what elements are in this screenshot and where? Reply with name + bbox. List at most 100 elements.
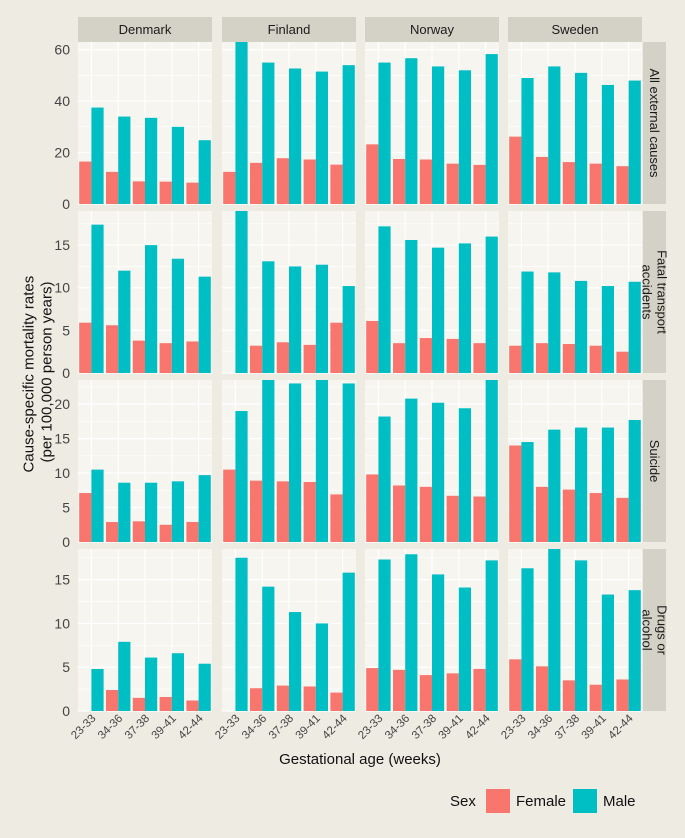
panel-bars [91,641,211,711]
bar-male-42-44 [485,54,498,204]
panel-bars [79,224,211,373]
bar-female-37-38 [419,486,432,542]
row-strip-label-line: alcohol [640,609,655,650]
x-tick-label: 42-44 [176,712,206,742]
bar-male-42-44 [198,140,211,204]
panel-bars [366,380,498,542]
bar-male-34-36 [118,641,131,711]
bar-female-42-44 [186,522,199,542]
bar-male-37-38 [289,266,302,373]
bar-male-42-44 [342,383,355,542]
bar-female-23-33 [509,345,522,373]
bar-female-37-38 [276,158,289,204]
bar-female-37-38 [276,481,289,542]
panel-bars [509,271,641,373]
bar-male-42-44 [485,560,498,711]
bar-female-39-41 [303,482,316,542]
y-tick-label: 0 [62,703,70,719]
x-tick-label: 23-33 [213,713,242,742]
panel-bars [79,107,211,204]
y-axis-title-line-1: Cause-specific mortality rates [21,276,38,473]
column-strip-label-norway: Norway [410,22,455,37]
panel-sweden-suicide [508,380,642,543]
bar-male-37-38 [289,68,302,204]
x-tick-label: 23-33 [499,713,528,742]
panel-bars [366,54,498,204]
bar-female-23-33 [366,144,379,204]
bar-male-37-38 [575,72,588,204]
bar-male-23-33 [91,469,104,542]
panel-bars [235,557,355,711]
bar-female-37-38 [276,685,289,711]
bar-female-39-41 [589,493,602,542]
y-tick-label: 10 [54,280,70,296]
bar-male-23-33 [378,62,391,204]
bar-male-39-41 [601,427,614,542]
bar-male-42-44 [342,572,355,711]
panel-denmark-drugs-or-alcohol [78,549,212,712]
bar-female-39-41 [589,345,602,373]
bar-male-23-33 [521,442,534,542]
bar-female-23-33 [366,320,379,373]
bar-female-42-44 [186,700,199,711]
bar-male-42-44 [198,663,211,711]
bar-male-42-44 [198,475,211,542]
bar-male-42-44 [198,276,211,373]
bar-male-23-33 [235,557,248,711]
bar-male-39-41 [601,594,614,711]
bar-female-42-44 [186,182,199,204]
bar-female-34-36 [106,689,119,711]
panel-denmark-suicide [78,380,212,543]
row-strip-label-line: Drugs or [655,605,670,656]
bar-female-34-36 [250,345,263,373]
panel-norway-suicide [365,380,499,543]
bar-male-34-36 [405,398,418,542]
bar-female-42-44 [616,166,629,204]
bar-female-37-38 [419,159,432,204]
panel-bars [509,419,641,542]
bar-male-42-44 [485,236,498,373]
row-strip-label-suicide: Suicide [647,440,662,483]
bar-male-34-36 [262,586,275,711]
x-tick-label: 39-41 [437,713,466,742]
bar-male-37-38 [145,482,158,542]
row-strip-label-line: accidents [640,265,655,320]
legend-swatch-male [573,789,597,813]
y-tick-label: 60 [54,42,70,58]
x-tick-label: 42-44 [320,712,350,742]
bar-male-23-33 [91,668,104,711]
bar-male-23-33 [235,42,248,204]
bar-male-39-41 [315,380,328,542]
bar-female-39-41 [303,344,316,373]
bar-male-39-41 [171,653,184,711]
row-strip-label-drugs-or-alcohol: Drugs oralcohol [640,605,670,656]
bar-female-39-41 [159,696,172,711]
panel-bars [366,554,498,711]
column-strip-denmark [78,17,212,42]
bar-female-42-44 [330,494,343,542]
bar-male-37-38 [145,245,158,373]
bar-female-37-38 [562,344,575,373]
bar-male-37-38 [432,247,445,373]
bar-male-37-38 [575,280,588,373]
row-strip-label-line: Suicide [647,440,662,483]
x-tick-label: 39-41 [294,713,323,742]
y-tick-label: 15 [54,572,70,588]
bar-male-34-36 [262,380,275,542]
bar-male-37-38 [432,574,445,711]
bar-female-39-41 [446,495,459,542]
bar-male-42-44 [628,419,641,542]
bar-male-23-33 [91,107,104,204]
bar-female-39-41 [446,163,459,204]
bar-male-34-36 [262,62,275,204]
column-strip-norway [365,17,499,42]
bar-female-34-36 [106,171,119,204]
bar-male-34-36 [262,261,275,373]
x-tick-label: 23-33 [356,713,385,742]
panel-bars [509,549,641,711]
bar-male-42-44 [628,80,641,204]
row-strip-label-line: All external causes [647,68,662,178]
panel-sweden-fatal-transport-accidents [508,211,642,374]
bar-male-34-36 [548,549,561,711]
row-strip-label-fatal-transport-accidents: Fatal transportaccidents [640,250,670,334]
